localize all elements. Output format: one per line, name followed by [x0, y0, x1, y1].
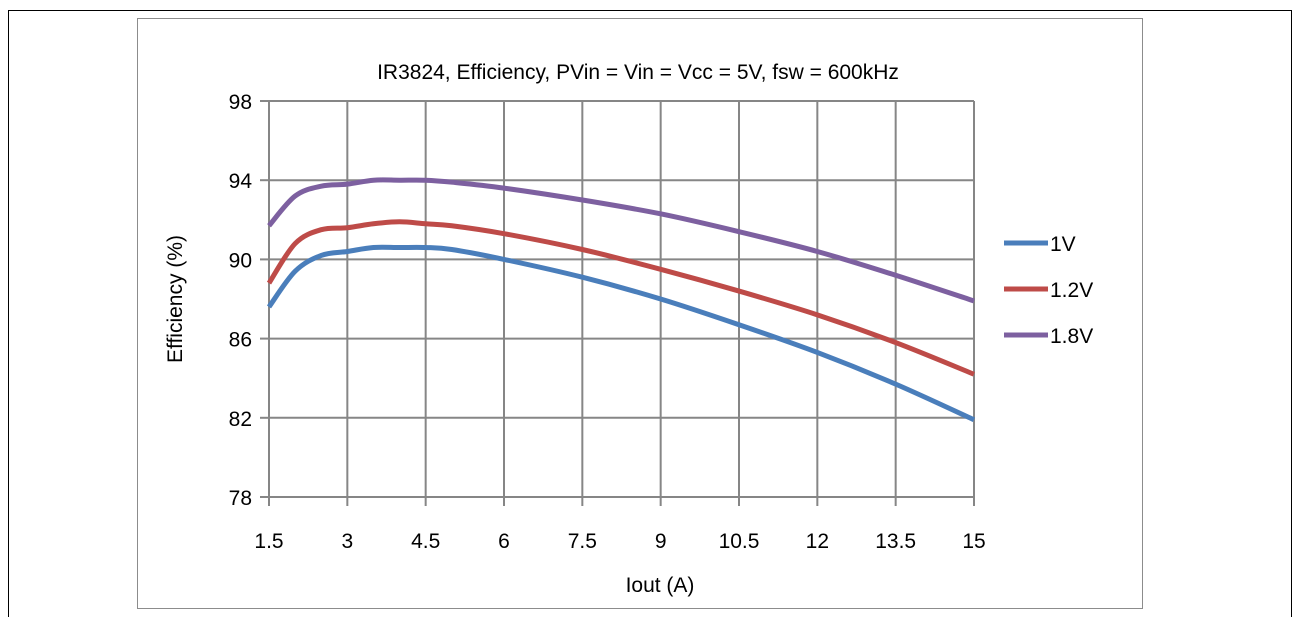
- x-tick-label: 6: [498, 530, 510, 553]
- chart-frame: [137, 18, 1143, 609]
- x-tick-label: 3: [341, 530, 353, 553]
- series-line-1.8V: [267, 177, 975, 304]
- x-tick-label: 15: [962, 530, 985, 553]
- x-tick-label: 7.5: [568, 530, 597, 553]
- y-tick-label: 86: [229, 329, 252, 352]
- y-tick-label: 90: [229, 249, 252, 272]
- y-tick-label: 78: [229, 487, 252, 510]
- legend-label: 1V: [1050, 233, 1076, 256]
- y-tick-label: 82: [229, 408, 252, 431]
- grid: [260, 100, 975, 506]
- series-line-1V: [266, 244, 976, 423]
- x-axis-label: Iout (A): [626, 574, 695, 597]
- y-tick-label: 98: [229, 91, 252, 114]
- page-left-border: [8, 10, 9, 617]
- x-tick-label: 4.5: [411, 530, 440, 553]
- y-tick-label: 94: [229, 170, 253, 193]
- series-line-1.2V: [266, 219, 975, 377]
- x-tick-label: 10.5: [719, 530, 760, 553]
- legend: 1V 1.2V 1.8V: [1004, 233, 1093, 348]
- tick-labels: 78 82 86 90 94 98 1.5 3 4.5 6 7.5 9 10.5 12 13.5 15: [229, 91, 986, 553]
- x-tick-label: 1.5: [254, 530, 283, 553]
- page-top-border: [8, 10, 1292, 11]
- series-lines: [266, 177, 976, 423]
- chart-title: IR3824, Efficiency, PVin = Vin = Vcc = 5…: [377, 61, 899, 84]
- x-tick-label: 13.5: [875, 530, 916, 553]
- x-tick-label: 9: [655, 530, 667, 553]
- page-right-border: [1291, 10, 1292, 617]
- x-tick-label: 12: [806, 530, 829, 553]
- legend-label: 1.8V: [1050, 325, 1093, 348]
- legend-label: 1.2V: [1050, 279, 1093, 302]
- y-axis-label: Efficiency (%): [164, 235, 187, 363]
